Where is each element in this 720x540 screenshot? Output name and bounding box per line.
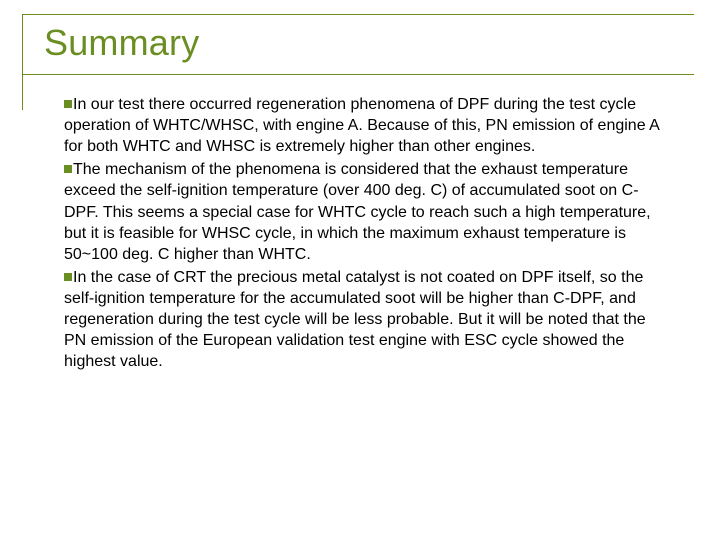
- rule-left: [22, 14, 23, 110]
- bullet-item: The mechanism of the phenomena is consid…: [64, 159, 672, 265]
- rule-under-title: [22, 74, 694, 75]
- slide-body: In our test there occurred regeneration …: [64, 94, 672, 374]
- square-bullet-icon: [64, 165, 72, 173]
- bullet-item: In the case of CRT the precious metal ca…: [64, 267, 672, 373]
- slide-title: Summary: [44, 22, 199, 64]
- rule-top: [22, 14, 694, 15]
- bullet-text: In our test there occurred regeneration …: [64, 96, 659, 155]
- square-bullet-icon: [64, 273, 72, 281]
- square-bullet-icon: [64, 100, 72, 108]
- bullet-text: In the case of CRT the precious metal ca…: [64, 269, 646, 370]
- slide: Summary In our test there occurred regen…: [0, 0, 720, 540]
- bullet-item: In our test there occurred regeneration …: [64, 94, 672, 157]
- bullet-text: The mechanism of the phenomena is consid…: [64, 161, 651, 262]
